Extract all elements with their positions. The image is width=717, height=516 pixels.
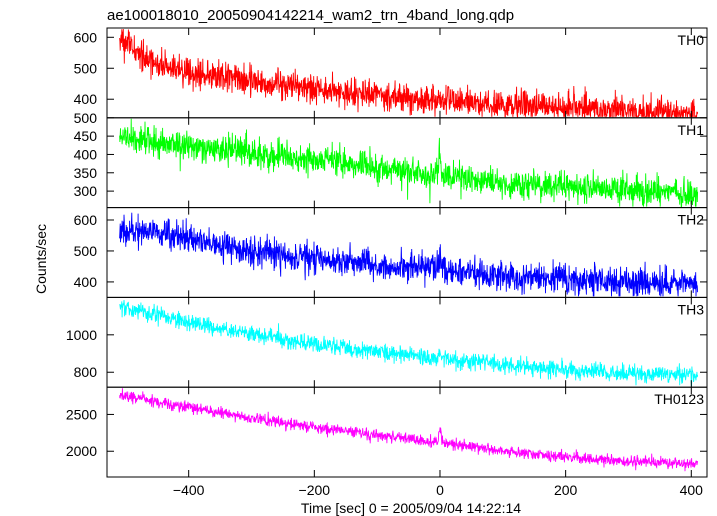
- chart-title: ae100018010_20050904142214_wam2_trn_4ban…: [107, 7, 514, 24]
- panel-th0123: 2000 2500 TH0123: [66, 386, 708, 478]
- panel-th1: 300 350 400 450 500 TH1: [74, 110, 708, 209]
- y-axis-label: Counts/sec: [33, 224, 49, 294]
- y-tick-label: 1000: [66, 327, 97, 343]
- panel-th2: 400 500 600 TH2: [74, 207, 708, 298]
- series-th2-line: [119, 212, 699, 297]
- x-axis-label: Time [sec] 0 = 2005/09/04 14:22:14: [301, 500, 521, 516]
- panel-th3: 800 1000 TH3: [66, 296, 708, 388]
- panel-label-th3: TH3: [678, 301, 705, 317]
- y-tick-label: 800: [74, 364, 98, 380]
- x-tick-label: −200: [299, 482, 331, 498]
- y-tick-label: 500: [74, 60, 98, 76]
- y-tick-label: 300: [74, 183, 98, 199]
- x-tick-label: 400: [680, 482, 704, 498]
- y-tick-label: 500: [74, 110, 98, 126]
- y-tick-label: 2000: [66, 443, 97, 459]
- y-tick-label: 400: [74, 146, 98, 162]
- series-th3-line: [119, 299, 699, 387]
- panel-th0: 400 500 600 TH0: [74, 27, 708, 119]
- y-tick-label: 500: [74, 243, 98, 259]
- y-tick-label: 450: [74, 128, 98, 144]
- y-tick-label: 2500: [66, 406, 97, 422]
- panel-frame: [106, 386, 708, 478]
- y-tick-label: 600: [74, 29, 98, 45]
- y-tick-label: 400: [74, 274, 98, 290]
- x-axis: −400 −200 0 200 400: [173, 482, 703, 498]
- panel-stack: 400 500 600 TH0 300 350 400 450 500 TH1 400 500 600 T…: [66, 27, 708, 478]
- x-tick-label: 0: [436, 482, 444, 498]
- panel-label-th1: TH1: [678, 122, 705, 138]
- y-tick-label: 600: [74, 212, 98, 228]
- series-th0123-line: [119, 388, 699, 472]
- panel-label-th2: TH2: [678, 212, 705, 228]
- y-tick-label: 400: [74, 91, 98, 107]
- series-th1-line: [119, 118, 699, 208]
- panel-label-th0123: TH0123: [654, 391, 704, 407]
- series-th0-line: [119, 28, 699, 118]
- x-tick-label: −400: [173, 482, 205, 498]
- panel-label-th0: TH0: [678, 32, 705, 48]
- y-tick-label: 350: [74, 165, 98, 181]
- x-tick-label: 200: [554, 482, 578, 498]
